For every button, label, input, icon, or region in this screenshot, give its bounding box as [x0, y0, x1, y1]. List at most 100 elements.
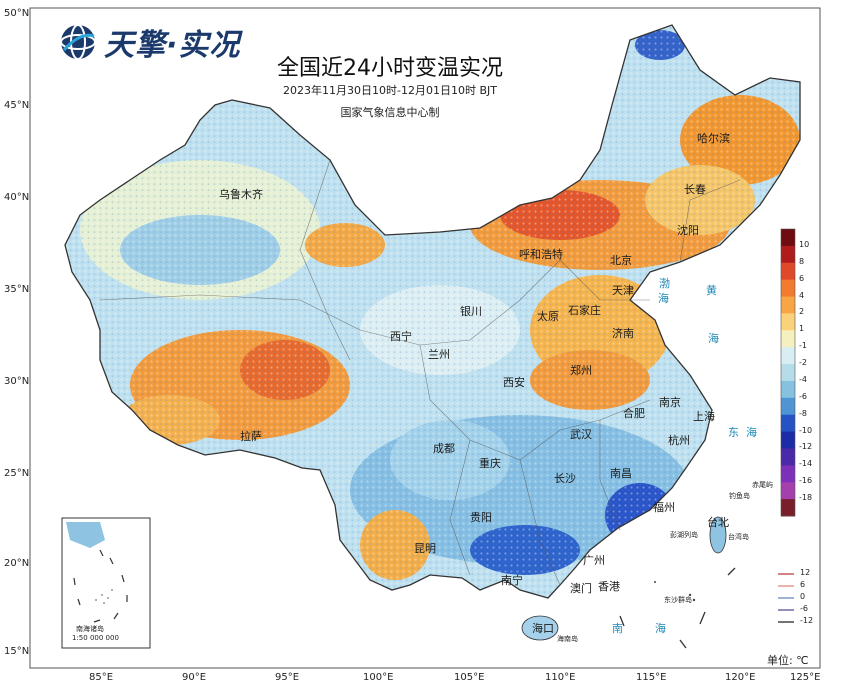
- city-label: 石家庄: [568, 304, 601, 317]
- colorbar-tick: -14: [799, 459, 813, 469]
- city-label: 沈阳: [677, 224, 699, 237]
- lat-label: 40°N: [4, 192, 30, 203]
- colorbar-tick: 1: [799, 324, 805, 334]
- colorbar-tick: -1: [799, 341, 807, 351]
- colorbar: [781, 229, 795, 517]
- city-label: 长春: [684, 183, 706, 196]
- city-label: 昆明: [414, 542, 436, 555]
- city-label: 贵阳: [470, 511, 492, 524]
- contour-legend-label: 6: [800, 580, 806, 589]
- colorbar-swatch: [781, 431, 795, 449]
- sea-label: 海: [746, 426, 757, 439]
- sea-label: 海: [708, 332, 719, 345]
- lat-label: 30°N: [4, 376, 30, 387]
- colorbar-swatch: [781, 465, 795, 483]
- contour-legend-label: -6: [800, 604, 808, 613]
- colorbar-tick: -12: [799, 442, 813, 452]
- island-label: 东沙群岛: [664, 596, 692, 604]
- sea-label: 东: [728, 426, 739, 439]
- colorbar-tick: -18: [799, 493, 813, 503]
- colorbar-swatch: [781, 296, 795, 314]
- taiwan-island: [709, 516, 727, 554]
- sea-label: 海: [655, 622, 666, 635]
- island-label: 台湾岛: [728, 533, 749, 541]
- city-label: 重庆: [479, 457, 501, 470]
- globe-icon: [60, 24, 96, 60]
- lat-label: 25°N: [4, 468, 30, 479]
- island-label: 海南岛: [557, 635, 578, 643]
- colorbar-swatch: [781, 448, 795, 466]
- colorbar-swatch: [781, 380, 795, 399]
- colorbar-tick: 6: [799, 273, 805, 283]
- colorbar-swatch: [781, 347, 795, 365]
- city-label: 海口: [532, 622, 554, 635]
- city-label: 天津: [612, 284, 634, 297]
- sea-label: 南: [612, 622, 623, 635]
- colorbar-swatch: [781, 482, 795, 500]
- lon-label: 90°E: [182, 672, 207, 683]
- province-boundaries: [99, 159, 741, 586]
- city-label: 兰州: [428, 348, 450, 361]
- contour-legend-label: 12: [800, 568, 811, 577]
- inset-label: 南海诸岛: [76, 625, 104, 633]
- city-label: 长沙: [554, 472, 576, 485]
- city-label: 济南: [612, 327, 634, 340]
- city-label: 太原: [537, 310, 559, 323]
- china-border: [64, 24, 801, 599]
- city-label: 哈尔滨: [697, 132, 730, 145]
- colorbar-swatch: [781, 414, 795, 433]
- city-label: 呼和浩特: [519, 248, 563, 261]
- city-label: 北京: [610, 254, 632, 267]
- city-label: 台北: [707, 516, 729, 529]
- contour-legend-label: 0: [800, 592, 806, 601]
- contour-legend: [778, 573, 794, 623]
- city-label: 武汉: [570, 428, 592, 441]
- colorbar-tick: -4: [799, 374, 807, 384]
- colorbar-swatch: [781, 397, 795, 416]
- colorbar-tick: 4: [799, 290, 805, 300]
- city-label: 郑州: [570, 364, 592, 377]
- city-label: 广州: [583, 554, 605, 567]
- colorbar-swatch: [781, 330, 795, 348]
- island-dots: [654, 581, 696, 602]
- colorbar-swatch: [781, 245, 795, 264]
- brand-name: 天擎·实况: [104, 28, 241, 63]
- lon-label: 110°E: [545, 672, 576, 683]
- colorbar-swatch: [781, 499, 795, 517]
- lon-label: 115°E: [636, 672, 667, 683]
- colorbar-swatch: [781, 262, 795, 281]
- colorbar-swatch: [781, 229, 795, 247]
- sea-label: 黄: [706, 284, 717, 297]
- city-label: 南宁: [501, 574, 523, 587]
- lon-label: 105°E: [454, 672, 485, 683]
- city-label: 上海: [693, 410, 715, 423]
- lon-label: 95°E: [275, 672, 300, 683]
- contour-legend-label: -12: [800, 616, 814, 625]
- lat-label: 50°N: [4, 8, 30, 19]
- city-label: 南昌: [610, 467, 632, 480]
- colorbar-tick: -6: [799, 391, 807, 401]
- colorbar-tick: 2: [799, 307, 805, 317]
- brand-logo: 天擎·实况: [58, 20, 240, 64]
- hainan-island: [521, 615, 559, 641]
- island-label: 彭湖列岛: [670, 531, 698, 539]
- unit-label: 单位: ℃: [767, 654, 809, 667]
- city-label: 福州: [653, 501, 675, 514]
- city-label: 乌鲁木齐: [219, 188, 263, 201]
- colorbar-swatch: [781, 279, 795, 298]
- colorbar-tick: 8: [799, 256, 805, 266]
- colorbar-swatch: [781, 364, 795, 382]
- island-label: 赤尾屿: [752, 481, 773, 489]
- lat-label: 45°N: [4, 100, 30, 111]
- lat-label: 20°N: [4, 558, 30, 569]
- city-label: 西宁: [390, 330, 412, 343]
- colorbar-swatch: [781, 313, 795, 331]
- city-label: 成都: [433, 442, 455, 455]
- colorbar-tick: -8: [799, 408, 807, 418]
- city-label: 拉萨: [240, 430, 262, 443]
- sea-label: 渤: [659, 277, 670, 290]
- colorbar-tick: -16: [799, 476, 813, 486]
- lon-label: 100°E: [363, 672, 394, 683]
- colorbar-tick: 10: [799, 239, 810, 249]
